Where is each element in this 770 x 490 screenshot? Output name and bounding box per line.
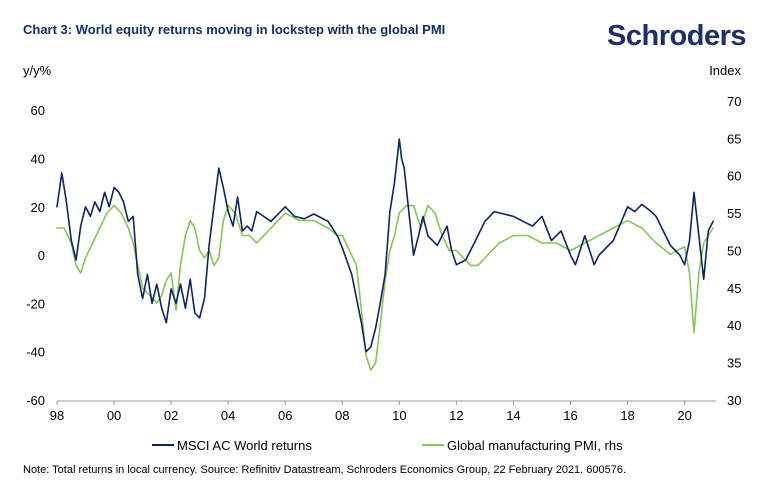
x-tick-label: 16 <box>563 408 577 423</box>
y2-tick-label: 35 <box>727 356 741 371</box>
y2-tick-label: 40 <box>727 318 741 333</box>
y2-tick-label: 60 <box>727 169 741 184</box>
y2-axis-ticks: 30 35 40 45 50 55 60 65 70 <box>727 94 741 408</box>
y-tick-label: 20 <box>31 200 45 215</box>
footnote: Note: Total returns in local currency. S… <box>23 464 627 476</box>
y-tick-label: -20 <box>26 296 45 311</box>
y-tick-label: 40 <box>31 151 45 166</box>
x-axis-ticks: 98 00 02 04 06 08 10 12 14 16 18 20 <box>50 401 692 423</box>
x-tick-label: 12 <box>449 408 463 423</box>
x-tick-label: 14 <box>506 408 520 423</box>
y-tick-label: 0 <box>38 248 45 263</box>
series-group <box>56 138 714 371</box>
series-line-pmi <box>56 204 714 371</box>
x-tick-label: 08 <box>335 408 349 423</box>
x-tick-label: 04 <box>221 408 235 423</box>
y2-tick-label: 70 <box>727 94 741 109</box>
chart-title: Chart 3: World equity returns moving in … <box>23 22 446 37</box>
series-line-msci <box>56 138 714 353</box>
x-tick-label: 98 <box>50 408 64 423</box>
y-axis-label: y/y% <box>23 63 52 78</box>
y2-tick-label: 50 <box>727 243 741 258</box>
y2-tick-label: 55 <box>727 206 741 221</box>
legend: MSCI AC World returns Global manufacturi… <box>152 438 623 453</box>
y2-axis-label: Index <box>709 63 741 78</box>
x-tick-label: 00 <box>107 408 121 423</box>
schroders-logo: Schroders <box>607 20 746 52</box>
x-tick-label: 10 <box>392 408 406 423</box>
y2-tick-label: 45 <box>727 281 741 296</box>
y-axis-ticks: -60 -40 -20 0 20 40 60 <box>26 103 45 408</box>
x-tick-label: 02 <box>164 408 178 423</box>
x-tick-label: 06 <box>278 408 292 423</box>
x-tick-label: 20 <box>677 408 691 423</box>
y2-tick-label: 30 <box>727 393 741 408</box>
y-tick-label: -60 <box>26 393 45 408</box>
y-tick-label: -40 <box>26 345 45 360</box>
legend-label-pmi: Global manufacturing PMI, rhs <box>447 438 623 453</box>
y-tick-label: 60 <box>31 103 45 118</box>
x-tick-label: 18 <box>620 408 634 423</box>
y2-tick-label: 65 <box>727 131 741 146</box>
legend-label-msci: MSCI AC World returns <box>177 438 312 453</box>
